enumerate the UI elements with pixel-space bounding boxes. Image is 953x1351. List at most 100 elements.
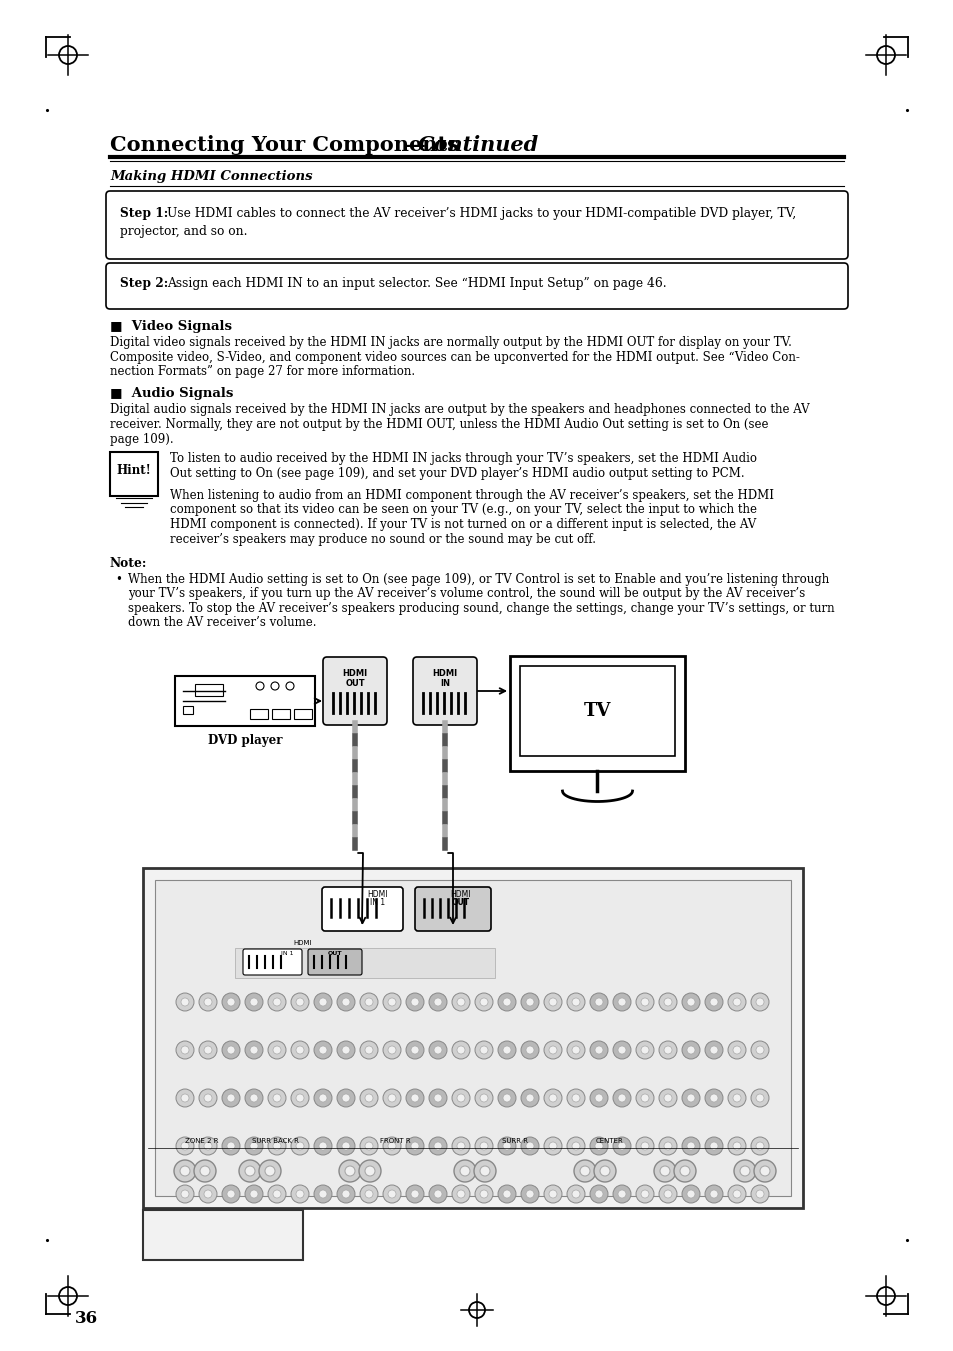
Bar: [294, 709, 312, 719]
Circle shape: [429, 1089, 447, 1106]
Circle shape: [200, 1166, 210, 1175]
Bar: [110, 453, 158, 496]
Circle shape: [411, 998, 418, 1006]
Text: Continued: Continued: [417, 135, 538, 155]
Text: IN 1: IN 1: [281, 951, 294, 957]
Circle shape: [359, 1138, 377, 1155]
Circle shape: [654, 1161, 676, 1182]
Circle shape: [222, 1185, 240, 1202]
Text: Use HDMI cables to connect the AV receiver’s HDMI jacks to your HDMI-compatible : Use HDMI cables to connect the AV receiv…: [167, 207, 796, 220]
Circle shape: [227, 998, 234, 1006]
Circle shape: [452, 1185, 470, 1202]
Circle shape: [291, 1138, 309, 1155]
Circle shape: [595, 1046, 602, 1054]
Circle shape: [245, 1166, 254, 1175]
Circle shape: [222, 1089, 240, 1106]
Circle shape: [411, 1190, 418, 1198]
Circle shape: [613, 1185, 630, 1202]
Circle shape: [704, 993, 722, 1011]
Circle shape: [295, 1190, 304, 1198]
Circle shape: [640, 1046, 648, 1054]
Circle shape: [727, 1185, 745, 1202]
Circle shape: [753, 1161, 775, 1182]
Bar: [143, 867, 802, 1208]
Circle shape: [318, 1142, 327, 1150]
Circle shape: [686, 1190, 695, 1198]
Circle shape: [755, 1142, 763, 1150]
Circle shape: [681, 1138, 700, 1155]
Circle shape: [566, 1042, 584, 1059]
Circle shape: [520, 1089, 538, 1106]
Circle shape: [681, 993, 700, 1011]
Text: IN 1: IN 1: [370, 898, 385, 907]
FancyBboxPatch shape: [243, 948, 302, 975]
Circle shape: [679, 1166, 689, 1175]
Circle shape: [673, 1161, 696, 1182]
Circle shape: [454, 1161, 476, 1182]
Text: When the HDMI Audio setting is set to On (see page 109), or TV Control is set to: When the HDMI Audio setting is set to On…: [128, 573, 828, 586]
Circle shape: [295, 998, 304, 1006]
Text: nection Formats” on page 27 for more information.: nection Formats” on page 27 for more inf…: [110, 365, 415, 378]
Circle shape: [497, 1042, 516, 1059]
Circle shape: [406, 993, 423, 1011]
Circle shape: [434, 1094, 441, 1102]
Circle shape: [566, 993, 584, 1011]
Circle shape: [709, 1046, 718, 1054]
Circle shape: [359, 1185, 377, 1202]
Text: OUT: OUT: [345, 680, 364, 688]
Circle shape: [475, 1138, 493, 1155]
Text: ■  Audio Signals: ■ Audio Signals: [110, 388, 233, 400]
Circle shape: [566, 1185, 584, 1202]
Circle shape: [594, 1161, 616, 1182]
Circle shape: [618, 998, 625, 1006]
Circle shape: [291, 1042, 309, 1059]
Circle shape: [245, 1138, 263, 1155]
Circle shape: [250, 998, 257, 1006]
Circle shape: [733, 1161, 755, 1182]
Circle shape: [258, 1161, 281, 1182]
Circle shape: [659, 1089, 677, 1106]
Text: HDMI: HDMI: [293, 940, 312, 946]
Bar: [183, 707, 193, 713]
Circle shape: [755, 1046, 763, 1054]
Circle shape: [681, 1042, 700, 1059]
Circle shape: [595, 998, 602, 1006]
Circle shape: [181, 1142, 189, 1150]
Bar: [510, 657, 684, 771]
Circle shape: [175, 1042, 193, 1059]
Circle shape: [199, 1138, 216, 1155]
Text: Connecting Your Components: Connecting Your Components: [110, 135, 458, 155]
Circle shape: [456, 998, 464, 1006]
Bar: [194, 684, 223, 696]
Circle shape: [388, 1094, 395, 1102]
Circle shape: [659, 993, 677, 1011]
Circle shape: [732, 1046, 740, 1054]
Circle shape: [429, 1185, 447, 1202]
Circle shape: [245, 1042, 263, 1059]
Bar: [250, 709, 268, 719]
Text: ZONE 2 R: ZONE 2 R: [185, 1138, 218, 1144]
Circle shape: [318, 1046, 327, 1054]
Circle shape: [613, 1042, 630, 1059]
Circle shape: [338, 1161, 360, 1182]
Circle shape: [497, 1138, 516, 1155]
Circle shape: [525, 1190, 534, 1198]
Circle shape: [273, 1190, 281, 1198]
Circle shape: [709, 1142, 718, 1150]
Circle shape: [618, 1094, 625, 1102]
Circle shape: [318, 1094, 327, 1102]
Circle shape: [640, 1190, 648, 1198]
Circle shape: [204, 1190, 212, 1198]
Circle shape: [199, 1089, 216, 1106]
Circle shape: [589, 993, 607, 1011]
FancyBboxPatch shape: [323, 657, 387, 725]
Circle shape: [686, 1046, 695, 1054]
Text: HDMI: HDMI: [432, 669, 457, 678]
Circle shape: [709, 998, 718, 1006]
Text: component so that its video can be seen on your TV (e.g., on your TV, select the: component so that its video can be seen …: [170, 504, 757, 516]
Circle shape: [239, 1161, 261, 1182]
Circle shape: [268, 993, 286, 1011]
Circle shape: [589, 1185, 607, 1202]
Circle shape: [566, 1138, 584, 1155]
Circle shape: [291, 1185, 309, 1202]
